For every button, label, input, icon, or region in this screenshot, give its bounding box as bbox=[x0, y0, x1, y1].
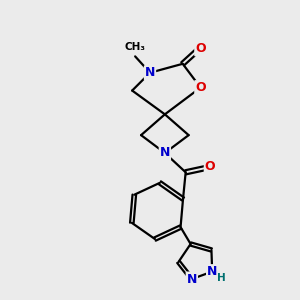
Text: N: N bbox=[145, 66, 155, 79]
Text: O: O bbox=[195, 42, 206, 56]
Text: H: H bbox=[217, 273, 226, 283]
Text: O: O bbox=[205, 160, 215, 173]
Text: CH₃: CH₃ bbox=[124, 43, 146, 52]
Text: N: N bbox=[187, 272, 197, 286]
Text: O: O bbox=[195, 81, 206, 94]
Text: N: N bbox=[207, 265, 217, 278]
Text: N: N bbox=[160, 146, 170, 160]
